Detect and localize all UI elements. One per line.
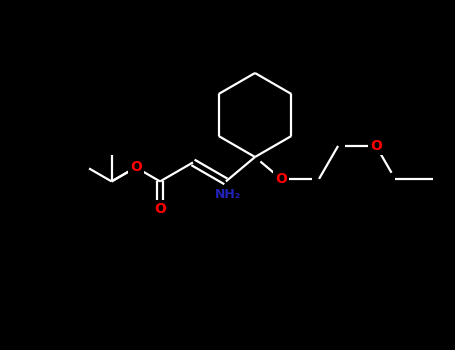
Text: O: O (275, 172, 287, 186)
Text: O: O (130, 160, 142, 174)
Text: O: O (154, 202, 166, 216)
Text: NH₂: NH₂ (215, 188, 241, 201)
Text: O: O (370, 139, 382, 153)
